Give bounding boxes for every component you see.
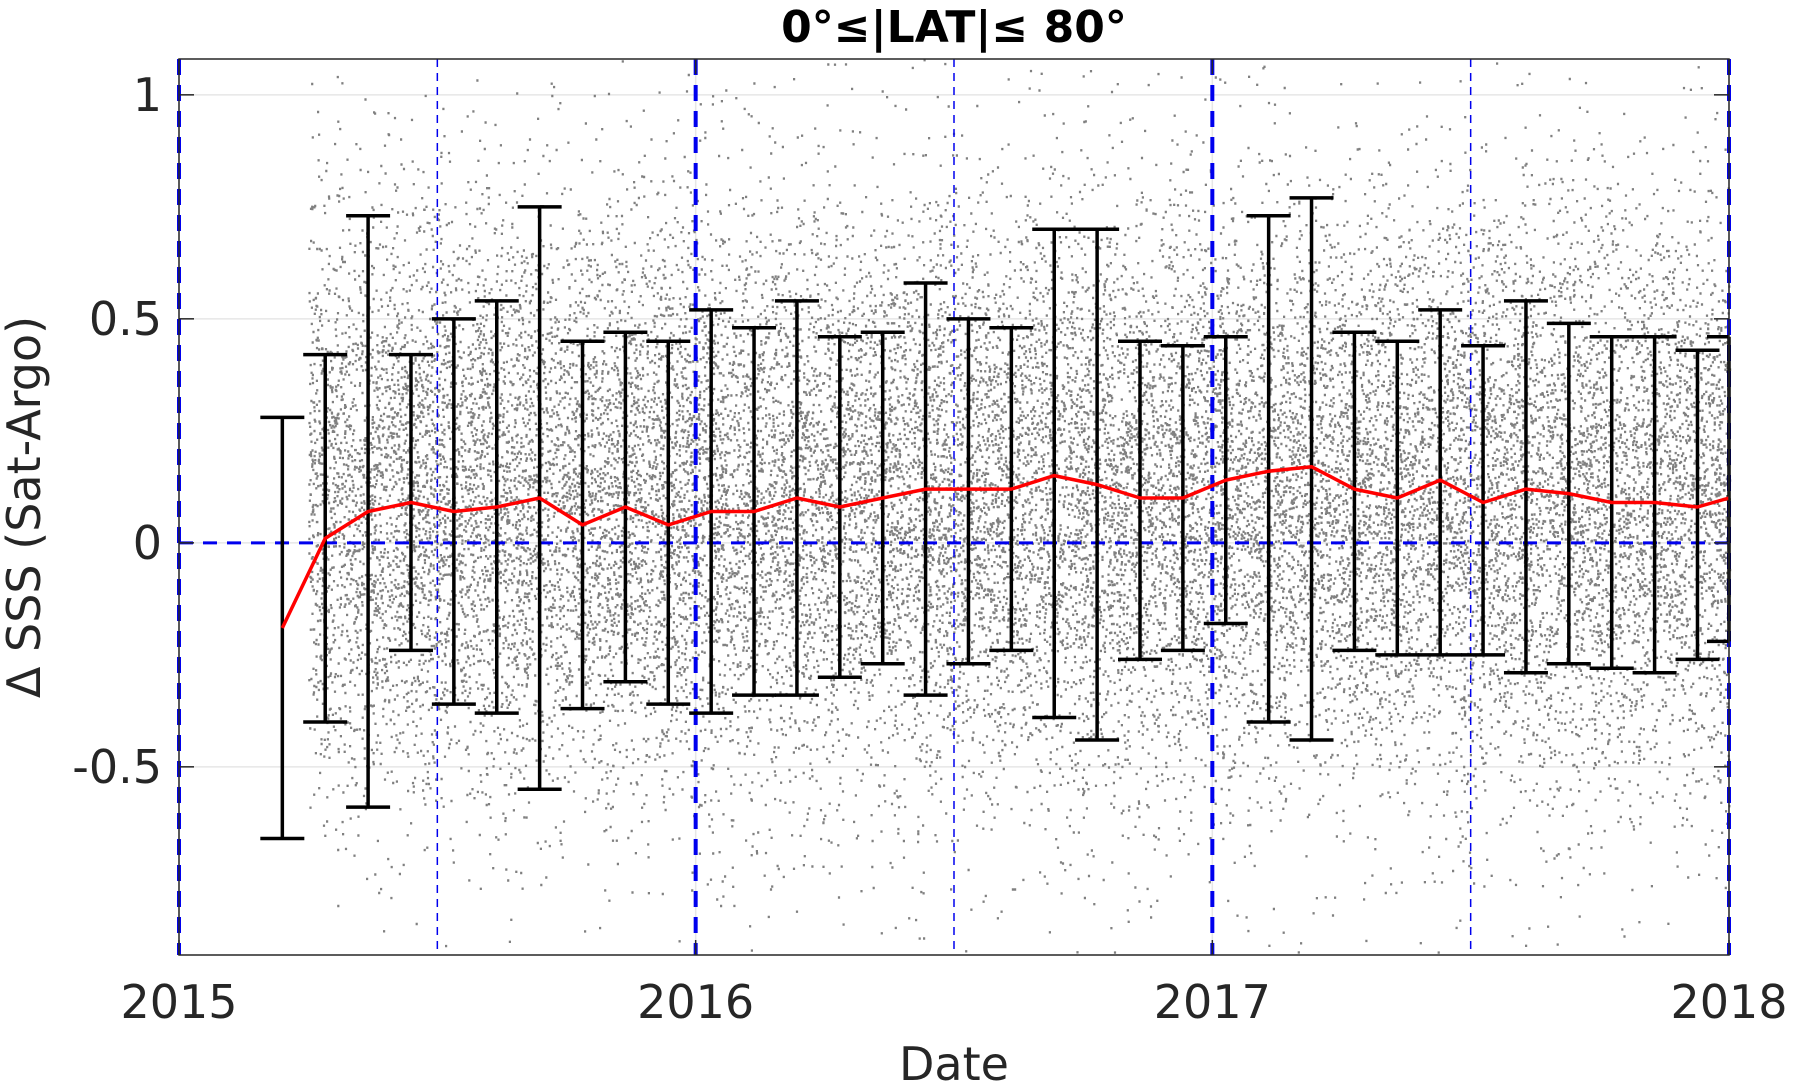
mean-series-line <box>280 464 1730 629</box>
x-axis-title: Date <box>899 1037 1009 1087</box>
errorbar-33 <box>1675 348 1720 662</box>
axis-ticks: 2015 2016 2017 2018 -0.5 0 0.5 1 <box>72 59 1788 1029</box>
x-tick-label: 2017 <box>1154 975 1271 1029</box>
errorbar-32 <box>1632 335 1677 675</box>
x-tick-label: 2015 <box>120 975 237 1029</box>
errorbar-16 <box>946 317 991 666</box>
errorbar-20 <box>1118 339 1162 662</box>
y-tick-label: 0.5 <box>89 292 162 346</box>
errorbar-28 <box>1461 343 1506 657</box>
mean-line <box>280 464 1730 629</box>
chart-title: 0°≤|LAT|≤ 80° <box>781 2 1127 53</box>
errorbar-23 <box>1246 214 1291 724</box>
x-tick-label: 2016 <box>637 975 754 1029</box>
errorbar-24 <box>1289 196 1334 742</box>
x-tick-label: 2018 <box>1670 975 1787 1029</box>
y-tick-label: -0.5 <box>72 740 162 794</box>
errorbar-29 <box>1503 299 1548 675</box>
y-tick-label: 0 <box>133 516 162 570</box>
errorbar-25 <box>1332 330 1377 653</box>
y-tick-label: 1 <box>133 68 162 122</box>
errorbar-18 <box>1032 227 1077 720</box>
plot-frame <box>178 58 1730 956</box>
errorbar-9 <box>646 339 691 706</box>
y-axis-title: Δ SSS (Sat-Argo) <box>0 316 51 698</box>
errorbar-27 <box>1418 308 1463 657</box>
